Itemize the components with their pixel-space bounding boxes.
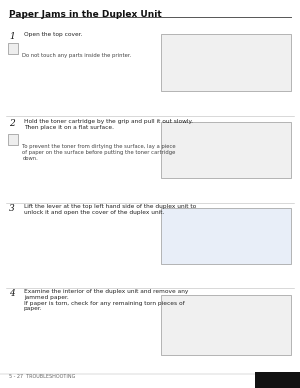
FancyBboxPatch shape <box>255 372 300 388</box>
Text: 4: 4 <box>9 289 15 298</box>
Text: Examine the interior of the duplex unit and remove any
jammed paper.
If paper is: Examine the interior of the duplex unit … <box>24 289 188 312</box>
FancyBboxPatch shape <box>160 295 291 355</box>
FancyBboxPatch shape <box>160 122 291 178</box>
Text: 5 - 27  TROUBLESHOOTING: 5 - 27 TROUBLESHOOTING <box>9 374 75 379</box>
Text: 2: 2 <box>9 119 15 128</box>
Text: Hold the toner cartridge by the grip and pull it out slowly.
Then place it on a : Hold the toner cartridge by the grip and… <box>24 119 193 130</box>
FancyBboxPatch shape <box>8 134 18 145</box>
FancyBboxPatch shape <box>8 43 18 54</box>
Text: 3: 3 <box>9 204 15 213</box>
FancyBboxPatch shape <box>160 208 291 264</box>
Text: Open the top cover.: Open the top cover. <box>24 32 82 37</box>
Text: Lift the lever at the top left hand side of the duplex unit to
unlock it and ope: Lift the lever at the top left hand side… <box>24 204 196 215</box>
FancyBboxPatch shape <box>160 34 291 91</box>
Text: Do not touch any parts inside the printer.: Do not touch any parts inside the printe… <box>22 53 132 58</box>
Text: To prevent the toner from dirtying the surface, lay a piece
of paper on the surf: To prevent the toner from dirtying the s… <box>22 144 176 161</box>
Text: 1: 1 <box>9 32 15 41</box>
Text: Paper Jams in the Duplex Unit: Paper Jams in the Duplex Unit <box>9 10 162 19</box>
